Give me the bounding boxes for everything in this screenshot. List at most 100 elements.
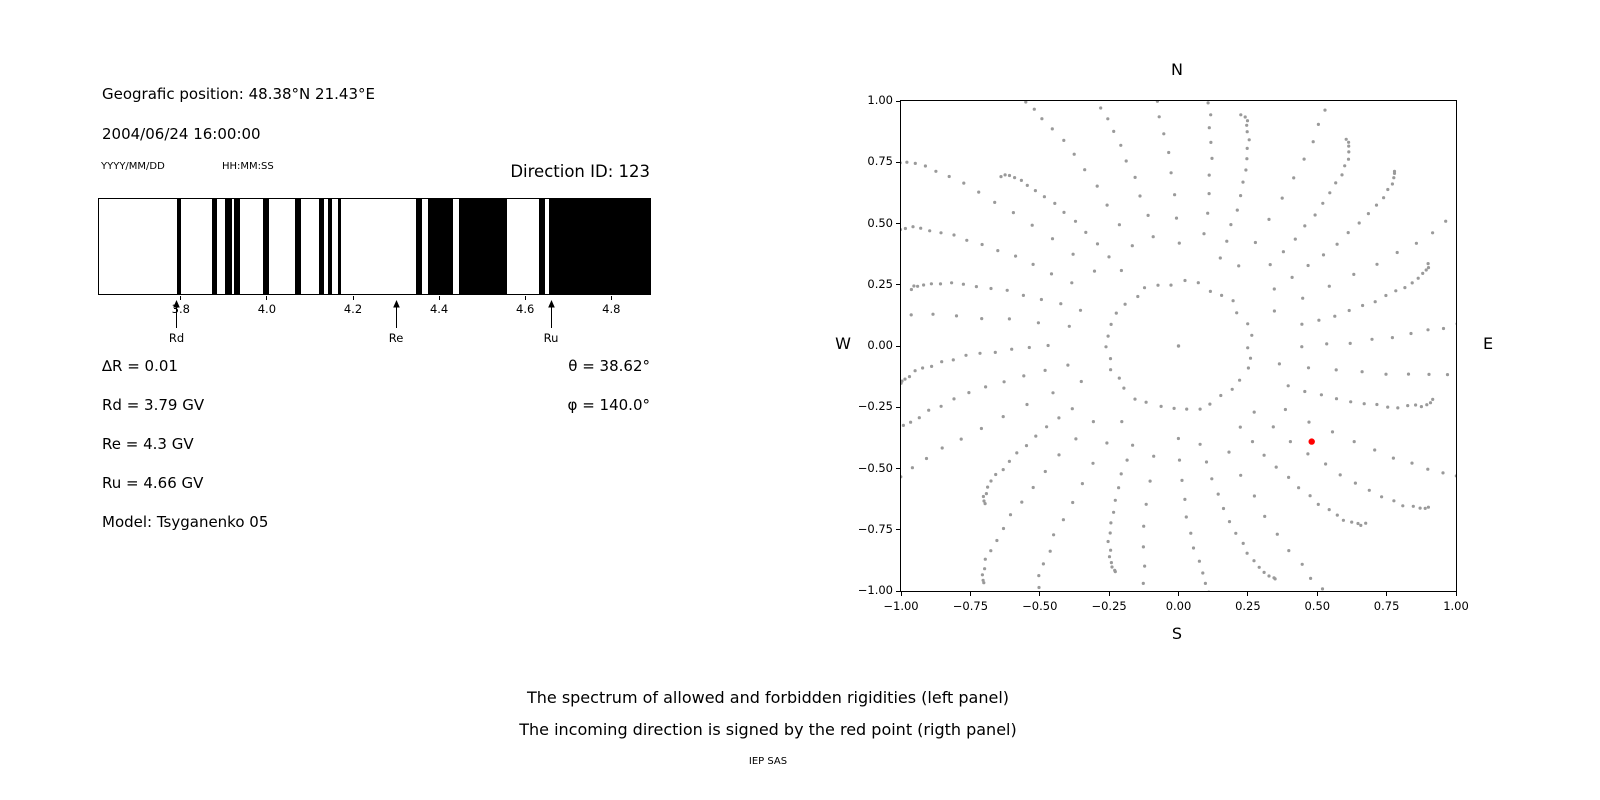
scatter-dot xyxy=(905,160,909,164)
scatter-dot xyxy=(1384,372,1388,376)
scatter-dot xyxy=(1108,531,1112,535)
scatter-dot xyxy=(1426,266,1431,270)
scatter-dot xyxy=(1316,502,1320,506)
scatter-dot xyxy=(1441,471,1445,475)
scatter-dot xyxy=(1364,521,1368,525)
scatter-dot xyxy=(1333,314,1337,318)
scatter-dot xyxy=(1375,402,1379,407)
scatter-dot xyxy=(996,249,1000,253)
scatter-dot xyxy=(1051,391,1055,395)
scatter-dot xyxy=(1324,462,1328,466)
scatter-dot xyxy=(1043,368,1047,372)
scatter-dot xyxy=(1107,555,1112,559)
scatter-dot xyxy=(1445,373,1450,377)
scatter-dot xyxy=(1406,404,1410,408)
scatter-dot xyxy=(1021,293,1025,297)
param-theta: θ = 38.62° xyxy=(568,357,650,375)
x-tick-mark xyxy=(1108,592,1110,596)
scatter-dot xyxy=(1191,546,1196,550)
direction-plot xyxy=(900,100,1457,592)
scatter-dot xyxy=(1039,297,1043,302)
scatter-dot xyxy=(1206,101,1210,105)
scatter-dot xyxy=(1431,231,1435,235)
scatter-dot xyxy=(1067,324,1071,328)
scatter-dot xyxy=(977,190,981,194)
scatter-dot xyxy=(1320,587,1325,591)
scatter-dot xyxy=(1374,203,1379,207)
scatter-dot xyxy=(1099,106,1103,110)
scatter-dot xyxy=(901,475,903,479)
scatter-dot xyxy=(1235,208,1239,212)
scatter-dot xyxy=(1070,407,1074,411)
datetime-text: 2004/06/24 16:00:00 xyxy=(102,125,261,143)
scatter-dot xyxy=(1373,448,1377,452)
scatter-dot xyxy=(1142,286,1147,290)
scatter-dot xyxy=(1343,164,1347,168)
scatter-dot xyxy=(1079,379,1083,384)
scatter-dot xyxy=(1019,178,1023,182)
scatter-dot xyxy=(1244,168,1248,172)
scatter-dot xyxy=(1176,344,1181,348)
geographic-position-text: Geografic position: 48.38°N 21.43°E xyxy=(102,85,375,103)
scatter-dot xyxy=(951,358,955,362)
scatter-dot xyxy=(940,446,944,450)
allowed-band xyxy=(549,199,650,294)
scatter-dot xyxy=(1024,101,1028,104)
scatter-dot xyxy=(910,466,914,470)
scatter-dot xyxy=(1288,440,1292,444)
scatter-dot xyxy=(1162,132,1166,136)
cutoff-arrow-rd xyxy=(172,300,181,328)
scatter-dot xyxy=(1246,322,1250,326)
scatter-dot xyxy=(1124,159,1128,163)
scatter-dot xyxy=(1119,143,1123,147)
scatter-dot xyxy=(1108,357,1113,361)
scatter-dot xyxy=(1401,504,1405,508)
cutoff-label-re: Re xyxy=(388,331,404,345)
scatter-dot xyxy=(1066,363,1070,367)
time-format-label: HH:MM:SS xyxy=(222,161,274,172)
scatter-dot xyxy=(1338,473,1342,477)
scatter-dot xyxy=(1011,211,1015,215)
scatter-dot xyxy=(1347,150,1351,154)
y-tick-label: 0.50 xyxy=(867,215,893,230)
scatter-dot xyxy=(989,286,993,291)
scatter-dot xyxy=(1010,347,1014,351)
scatter-dot xyxy=(1080,482,1084,486)
scatter-dot xyxy=(1303,389,1307,394)
scatter-dot xyxy=(1204,460,1209,464)
scatter-dot xyxy=(1280,196,1284,200)
scatter-dot xyxy=(939,404,943,408)
scatter-dot xyxy=(901,381,903,385)
scatter-dot xyxy=(950,281,954,285)
scatter-dot xyxy=(1152,454,1156,458)
scatter-dot xyxy=(1013,176,1017,180)
scatter-dot xyxy=(1062,138,1066,142)
scatter-dot xyxy=(1052,533,1056,537)
scatter-dot xyxy=(1334,368,1338,372)
scatter-dot xyxy=(1426,328,1430,332)
scatter-dot xyxy=(1169,171,1173,175)
scatter-dot xyxy=(1241,541,1245,545)
scatter-dot xyxy=(1209,140,1213,144)
scatter-dot xyxy=(1234,531,1238,535)
scatter-dot xyxy=(1281,250,1285,254)
scatter-dot xyxy=(913,161,917,165)
scatter-dot xyxy=(1341,518,1345,522)
scatter-dot xyxy=(1425,403,1429,407)
x-tick-mark xyxy=(524,296,526,300)
scatter-dot xyxy=(1032,107,1036,111)
scatter-dot xyxy=(1031,262,1035,266)
allowed-band xyxy=(427,199,454,294)
scatter-dot xyxy=(1095,184,1099,188)
scatter-dot xyxy=(1227,450,1231,454)
red-point-marker xyxy=(1308,438,1315,445)
scatter-dot xyxy=(1109,322,1113,326)
scatter-dot xyxy=(984,492,988,496)
scatter-dot xyxy=(1375,262,1379,266)
scatter-dot xyxy=(1219,393,1223,398)
scatter-dot xyxy=(1334,181,1338,185)
allowed-band xyxy=(416,199,422,294)
scatter-dot xyxy=(1109,368,1113,372)
scatter-dot xyxy=(1206,211,1210,215)
scatter-dot xyxy=(1444,219,1448,223)
